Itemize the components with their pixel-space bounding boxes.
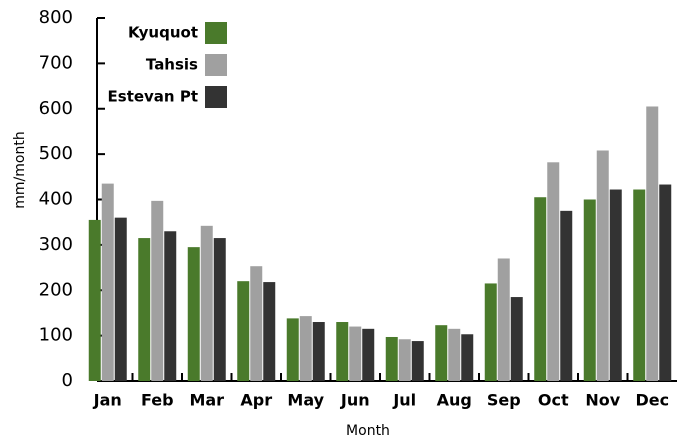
y-tick-label: 800 (39, 7, 73, 28)
bar (213, 238, 226, 381)
x-tick-label: Feb (141, 391, 174, 410)
bar (659, 184, 672, 381)
y-tick-label: 100 (39, 325, 73, 346)
y-tick-label: 700 (39, 52, 73, 73)
bar (646, 106, 659, 381)
legend-label: Tahsis (146, 56, 198, 74)
bar (448, 328, 461, 381)
x-tick-label: Mar (189, 391, 224, 410)
bar (484, 283, 497, 381)
y-axis-label: mm/month (12, 131, 28, 208)
bar (510, 297, 523, 381)
legend-swatch (205, 54, 227, 76)
x-tick-label: Oct (538, 391, 569, 410)
bar (534, 197, 547, 381)
y-tick-label: 0 (62, 370, 73, 391)
bar (349, 326, 362, 381)
bar (336, 322, 349, 381)
bar (547, 162, 560, 381)
y-tick-label: 300 (39, 234, 73, 255)
x-tick-label: Sep (487, 391, 521, 410)
x-tick-label: Jan (93, 391, 122, 410)
bar (237, 281, 250, 381)
bar (609, 189, 622, 381)
bar (633, 189, 646, 381)
bar (151, 200, 164, 381)
x-tick-label: Aug (437, 391, 472, 410)
x-tick-label: Apr (240, 391, 272, 410)
bar (114, 217, 127, 381)
bar (299, 316, 312, 381)
bar (362, 328, 375, 381)
x-tick-label: Nov (585, 391, 620, 410)
legend-label: Kyuquot (128, 24, 198, 42)
bar (263, 282, 276, 381)
bar (101, 183, 114, 381)
y-tick-label: 200 (39, 279, 73, 300)
bar (583, 199, 596, 381)
bar (138, 238, 151, 381)
y-tick-label: 600 (39, 98, 73, 119)
x-tick-label: Jul (392, 391, 416, 410)
bar (312, 322, 325, 381)
bar (560, 210, 573, 381)
x-tick-label: May (287, 391, 324, 410)
bar (497, 258, 510, 381)
bar (187, 247, 200, 381)
legend-label: Estevan Pt (108, 88, 198, 106)
legend-swatch (205, 22, 227, 44)
x-axis-label: Month (346, 423, 390, 439)
x-tick-label: Dec (635, 391, 669, 410)
legend-swatch (205, 86, 227, 108)
y-tick-label: 400 (39, 189, 73, 210)
bar (200, 225, 213, 381)
bar (164, 231, 177, 381)
bar (435, 325, 448, 381)
bar (88, 219, 101, 381)
y-tick-label: 500 (39, 143, 73, 164)
bar (411, 341, 424, 381)
bar (286, 318, 299, 381)
bar (250, 266, 263, 381)
bar (596, 150, 609, 381)
bar (385, 336, 398, 381)
x-tick-label: Jun (340, 391, 370, 410)
bar (398, 339, 411, 381)
bar (461, 334, 474, 381)
